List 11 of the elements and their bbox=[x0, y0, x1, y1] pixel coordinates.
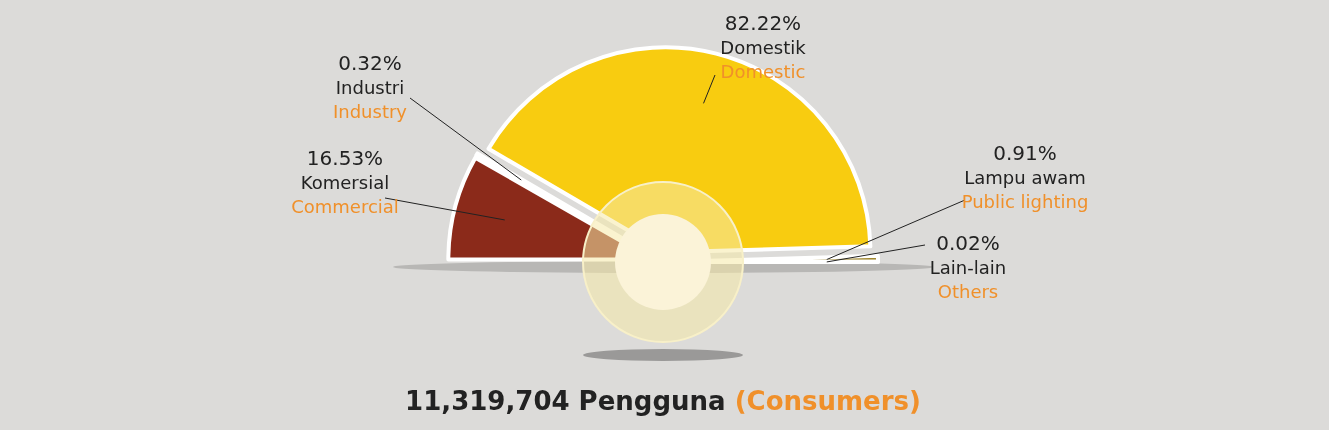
text: (Consumers) bbox=[734, 386, 921, 416]
data-label: 0.91% bbox=[993, 141, 1057, 165]
slice-label: Komersial Commercial bbox=[291, 172, 399, 217]
slice-label: Lampu awam Public lighting bbox=[961, 167, 1089, 212]
data-label: 0.02% bbox=[936, 231, 1000, 255]
slice-label: Industri Industry bbox=[332, 77, 408, 122]
data-label: 16.53% bbox=[306, 146, 384, 170]
data-label: 82.22% bbox=[724, 11, 802, 35]
data-label: 0.32% bbox=[338, 51, 402, 75]
slice-label: Lain-lain Others bbox=[929, 257, 1007, 302]
text: 11,319,704 Pengguna bbox=[405, 386, 726, 416]
